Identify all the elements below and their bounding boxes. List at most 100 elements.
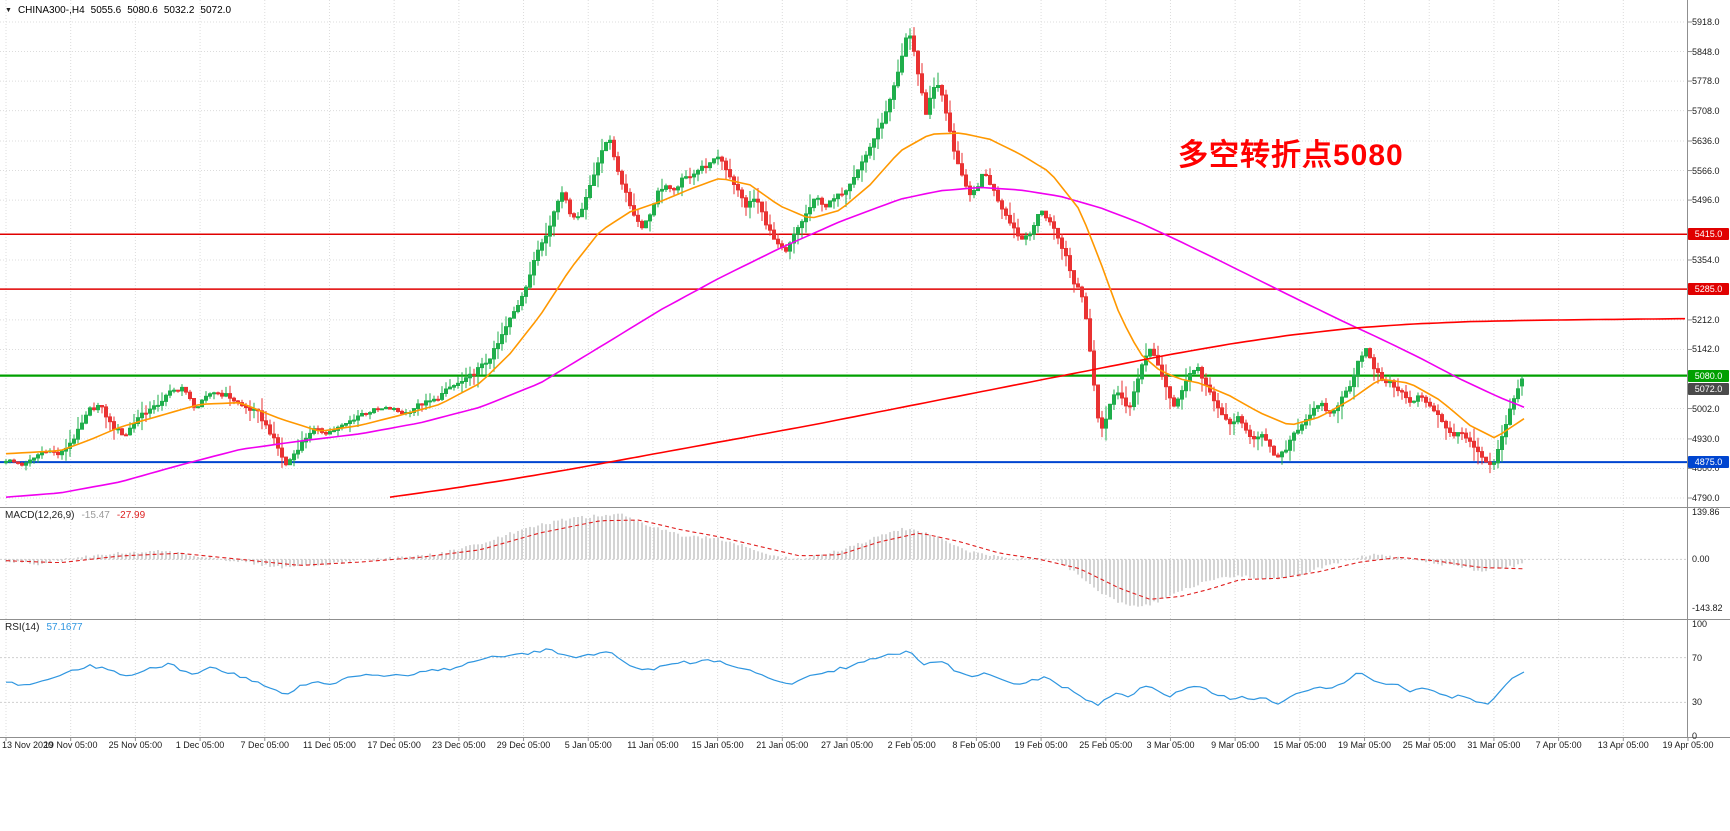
price-tick-label: 5636.0 (1692, 136, 1720, 146)
candle-body (516, 305, 520, 313)
candle-body (448, 386, 452, 390)
candle-body (836, 193, 840, 200)
candle-body (1148, 348, 1152, 357)
candle-body (1036, 214, 1040, 226)
candle-body (308, 432, 312, 439)
candle-body (592, 174, 596, 186)
price-tick-label: 5496.0 (1692, 195, 1720, 206)
time-axis-label: 7 Apr 05:00 (1535, 740, 1582, 750)
candle-body (944, 94, 948, 114)
candle-body (204, 395, 208, 401)
candle-body (1124, 397, 1128, 407)
candle-body (268, 424, 272, 435)
candle-body (1216, 400, 1220, 409)
candle-body (1140, 364, 1144, 380)
candle-body (180, 386, 184, 392)
candle-body (552, 211, 556, 227)
candle-body (1180, 390, 1184, 400)
time-axis-label: 19 Mar 05:00 (1338, 740, 1392, 750)
candle-body (76, 428, 80, 440)
candle-body (724, 160, 728, 171)
candle-body (1372, 357, 1376, 370)
candle-body (1200, 367, 1204, 379)
candle-body (928, 97, 932, 115)
candle-body (1048, 217, 1052, 223)
candle-body (436, 398, 440, 401)
candle-body (172, 389, 176, 392)
price-tick-label: 5918.0 (1692, 17, 1720, 27)
candle-body (32, 457, 36, 461)
candle-body (1020, 235, 1024, 240)
candle-body (1380, 372, 1384, 381)
time-axis-label: 25 Feb 05:00 (1079, 740, 1133, 750)
candle-body (784, 247, 788, 252)
level-lines-layer[interactable] (0, 233, 1688, 464)
candle-body (224, 393, 228, 397)
time-axis-label: 27 Jan 05:00 (820, 740, 874, 750)
candle-body (96, 405, 100, 411)
candle-body (888, 98, 892, 113)
candle-body (364, 413, 368, 415)
candle-body (1252, 436, 1256, 440)
candle-body (900, 55, 904, 73)
candle-body (460, 381, 464, 384)
candle-body (752, 198, 756, 202)
candle-body (964, 174, 968, 187)
rsi-current-value: 57.1677 (46, 622, 83, 633)
candle-body (1272, 445, 1276, 456)
price-tick-label: 5566.0 (1692, 165, 1720, 176)
time-axis-label: 1 Dec 05:00 (175, 740, 225, 750)
price-tick-label: 5142.0 (1692, 344, 1720, 355)
panel-separators[interactable] (0, 0, 1730, 741)
candle-body (112, 421, 116, 430)
candle-body (1364, 348, 1368, 357)
candle-body (272, 433, 276, 439)
candle-body (1500, 436, 1504, 451)
candle-body (760, 201, 764, 213)
time-axis-label: 13 Nov 2020 (2, 740, 54, 750)
candle-body (736, 184, 740, 191)
candle-body (168, 390, 172, 396)
candle-body (1488, 461, 1492, 465)
price-tick-label: 5778.0 (1692, 76, 1720, 87)
candle-body (344, 423, 348, 426)
candle-body (1480, 451, 1484, 458)
time-axis-label: 5 Jan 05:00 (564, 740, 612, 750)
macd-main-value: -15.47 (81, 510, 110, 521)
candle-body (1084, 296, 1088, 320)
candle-body (728, 169, 732, 178)
time-axis-label: 23 Dec 05:00 (432, 740, 486, 750)
ohlc-low-value: 5032.2 (163, 5, 195, 16)
candle-body (1464, 432, 1468, 439)
candle-body (716, 156, 720, 160)
candle-body (1220, 407, 1224, 416)
candle-body (556, 200, 560, 213)
candle-body (348, 420, 352, 424)
candle-body (1212, 391, 1216, 402)
candle-body (176, 389, 180, 392)
candle-body (1292, 432, 1296, 441)
candle-body (1440, 414, 1444, 423)
candle-body (1348, 386, 1352, 392)
candle-body (196, 406, 200, 409)
chart-annotation-text[interactable]: 多空转折点5080 (1178, 139, 1404, 172)
symbol-timeframe-label: CHINA300-,H4 (17, 5, 85, 16)
candle-body (712, 158, 716, 164)
candle-body (1460, 432, 1464, 435)
candle-body (1280, 451, 1284, 458)
candle-body (1068, 255, 1072, 272)
candle-body (424, 400, 428, 406)
symbol-dropdown-icon[interactable]: ▼ (5, 6, 12, 14)
candle-body (492, 348, 496, 360)
candle-body (940, 85, 944, 96)
candle-body (1184, 380, 1188, 392)
candle-body (924, 92, 928, 115)
candle-body (676, 186, 680, 191)
candle-body (456, 382, 460, 386)
candle-body (768, 224, 772, 231)
candle-body (572, 213, 576, 218)
candle-body (276, 437, 280, 449)
candle-body (1064, 248, 1068, 257)
candle-body (120, 428, 124, 436)
